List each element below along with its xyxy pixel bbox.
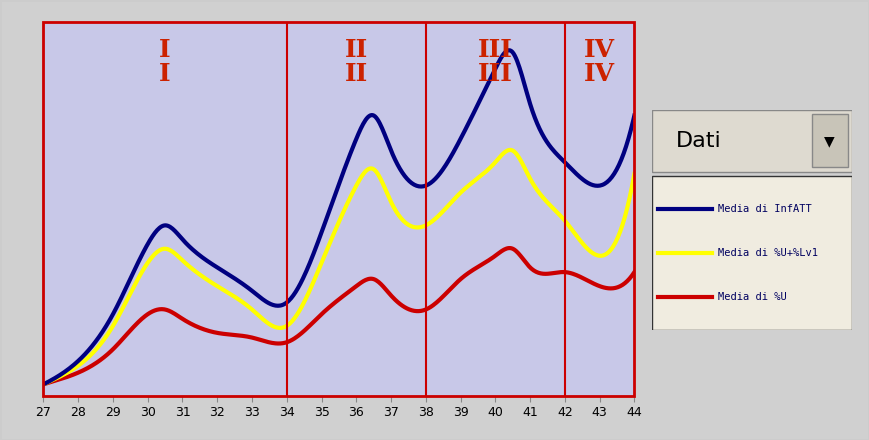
Media di %U (524, 264, 534, 269)
Media di %U+%Lv1 (390, 207, 401, 213)
Line: Media di %U: Media di %U (43, 248, 634, 384)
Text: III: III (478, 38, 513, 62)
Media di %U+%Lv1 (322, 246, 333, 251)
Text: I: I (159, 62, 171, 86)
Media di InfATT (629, 113, 640, 118)
Media di %U (629, 269, 640, 275)
Media di %U (390, 297, 401, 302)
Line: Media di %U+%Lv1: Media di %U+%Lv1 (43, 150, 634, 384)
Media di %U+%Lv1 (629, 171, 640, 176)
Text: Media di %U: Media di %U (718, 292, 786, 302)
FancyBboxPatch shape (812, 114, 847, 167)
Text: II: II (345, 62, 368, 86)
Media di %U+%Lv1 (358, 172, 368, 177)
Media di InfATT (616, 157, 627, 162)
Media di %U+%Lv1 (524, 174, 534, 179)
Text: III: III (478, 62, 513, 86)
Media di InfATT (390, 157, 401, 162)
Media di InfATT (504, 48, 514, 53)
Media di InfATT (38, 381, 49, 387)
Line: Media di InfATT: Media di InfATT (43, 50, 634, 384)
Media di %U (358, 279, 368, 284)
Media di InfATT (319, 223, 329, 228)
Media di InfATT (524, 98, 534, 103)
Media di %U+%Lv1 (38, 381, 49, 387)
Text: ▼: ▼ (825, 134, 835, 148)
Media di InfATT (322, 213, 333, 218)
FancyBboxPatch shape (652, 110, 852, 172)
Media di %U+%Lv1 (616, 226, 627, 231)
Text: II: II (345, 38, 368, 62)
Media di InfATT (358, 121, 368, 127)
Media di %U (322, 306, 333, 311)
Media di %U (505, 246, 515, 251)
Text: Media di InfATT: Media di InfATT (718, 204, 812, 214)
Text: Media di %U+%Lv1: Media di %U+%Lv1 (718, 248, 818, 258)
Text: IV: IV (584, 62, 615, 86)
Text: IV: IV (584, 38, 615, 62)
Text: I: I (159, 38, 171, 62)
Text: Dati: Dati (676, 131, 721, 151)
Media di %U (319, 309, 329, 315)
FancyBboxPatch shape (652, 176, 852, 330)
Media di %U (38, 381, 49, 387)
Media di %U (616, 283, 627, 288)
Media di %U+%Lv1 (319, 254, 329, 259)
Media di %U+%Lv1 (505, 147, 515, 153)
